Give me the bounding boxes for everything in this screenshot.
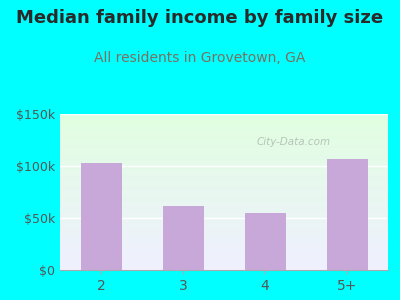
Bar (162, 206, 204, 270)
Text: Median family income by family size: Median family income by family size (16, 9, 384, 27)
Bar (244, 213, 286, 270)
Text: All residents in Grovetown, GA: All residents in Grovetown, GA (94, 51, 306, 65)
Text: City-Data.com: City-Data.com (257, 137, 331, 147)
Bar (80, 163, 122, 270)
Bar (326, 159, 368, 270)
